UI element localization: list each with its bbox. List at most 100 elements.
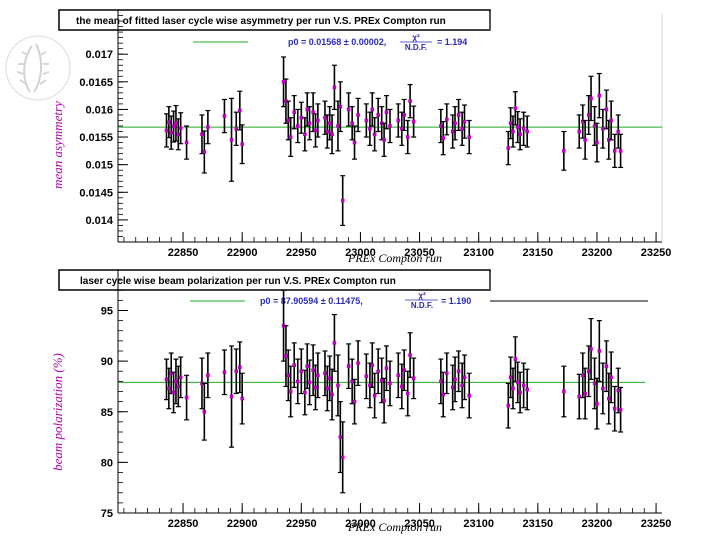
seal-watermark [5,35,71,101]
asymmetry-data-point [316,118,320,123]
polarization-data-point [352,399,357,404]
polarization-data-point [508,375,513,380]
polarization-data-point [311,368,315,373]
polarization-data-point [444,371,449,376]
polarization-data-point [586,369,591,374]
polarization-data-point [453,377,457,382]
polarization-y-tick-label: 75 [101,508,113,520]
polarization-data-point [396,373,401,378]
asymmetry-data-point [340,198,345,203]
asymmetry-x-tick-label: 23050 [404,247,435,259]
polarization-data-point [441,392,446,397]
asymmetry-data-point [338,104,343,109]
asymmetry-x-ticks: 22850 22900 22950 23000 23050 23100 23150 23200… [123,232,671,259]
asymmetry-data-point [405,135,410,139]
polarization-data-point [597,349,602,353]
polarization-data-point [169,371,174,376]
polarization-data-point [388,381,392,386]
asymmetry-y-tick-label: 0.017 [85,49,113,61]
asymmetry-data-point [612,149,617,153]
asymmetry-data-point [238,108,242,113]
polarization-data-point [580,373,585,378]
polarization-data-point [379,378,384,383]
asymmetry-data-point [402,113,406,117]
polarization-data-point [577,394,582,399]
polarization-y-ticks: 75 80 85 90 95 [101,269,128,520]
asymmetry-title: the mean of fitted laser cycle wise asym… [76,16,446,27]
polarization-x-tick-label: 23100 [463,518,494,530]
polarization-chi2-value: = 1.190 [441,296,471,306]
polarization-x-tick-label: 23000 [345,518,376,530]
asymmetry-data-point [327,121,332,126]
asymmetry-data-point [346,107,351,112]
polarization-data-point [295,379,300,384]
asymmetry-data-point [592,124,597,128]
polarization-data-point [450,385,455,390]
asymmetry-data-point [288,135,293,139]
polarization-data-point [589,347,593,351]
polarization-data-point [350,379,354,384]
asymmetry-data-point [616,129,621,134]
polarization-data-point [292,363,297,367]
polarization-y-tick-label: 80 [101,457,113,469]
asymmetry-data-point [292,110,297,114]
polarization-x-label: PREx Compton run [347,520,442,534]
asymmetry-data-point [396,118,401,123]
asymmetry-data-point [174,121,178,126]
asymmetry-data-point [408,99,412,103]
polarization-data-point [408,353,412,357]
asymmetry-panel: the mean of fitted laser cycle wise asym… [50,9,671,265]
asymmetry-x-tick-label: 23000 [345,247,376,259]
polarization-data-point [167,386,171,391]
asymmetry-data-point [583,138,587,142]
polarization-x-tick-label: 22950 [286,518,317,530]
asymmetry-data-point [460,126,464,131]
asymmetry-data-point [303,132,307,137]
polarization-data-point [330,392,334,397]
asymmetry-data-point [336,124,340,128]
asymmetry-data-point [332,85,337,90]
polarization-y-tick-label: 95 [101,306,113,318]
asymmetry-data-point [313,128,318,133]
asymmetry-y-ticks: 0.014 0.0145 0.015 0.0155 0.016 0.0165 0.017 [79,9,128,243]
asymmetry-data-point [577,129,582,134]
polarization-data-point [288,389,293,394]
polarization-data-point [370,363,375,367]
polarization-chi2-denominator: N.D.F. [411,301,433,310]
polarization-data-point [364,374,369,379]
polarization-data-point [601,386,605,391]
polarization-data-point [376,369,380,374]
polarization-data-point [338,435,343,439]
asymmetry-data-point [364,118,369,123]
polarization-data-point [356,361,360,365]
asymmetry-data-point [350,121,354,126]
asymmetry-data-point [439,124,443,128]
polarization-data-point [316,373,320,378]
polarization-data-point [234,369,239,374]
asymmetry-data-point [597,93,602,98]
polarization-data-point [323,371,327,376]
asymmetry-data-point [167,120,171,124]
asymmetry-data-point [441,136,446,140]
asymmetry-data-point [515,125,520,129]
asymmetry-data-point [508,121,513,126]
polarization-data-point [238,365,242,369]
polarization-data-point [606,396,611,401]
polarization-data-point [340,455,345,460]
polarization-data-point [229,394,234,399]
asymmetry-data-point [202,150,207,154]
polarization-data-point [164,377,169,382]
polarization-x-ticks: 22850 22900 22950 23000 23050 23100 23150 23200… [123,503,671,530]
asymmetry-fit-result: p0 = 0.01568 ± 0.00002, [288,37,386,47]
polarization-data-point [467,393,472,398]
polarization-data-point [616,388,621,393]
asymmetry-data-point [372,132,377,137]
asymmetry-data-point [411,119,416,124]
asymmetry-data-point [206,125,210,129]
polarization-data-point [332,341,337,345]
asymmetry-y-tick-label: 0.016 [85,104,113,116]
polarization-data-point [313,385,318,390]
asymmetry-data-point [506,146,511,150]
asymmetry-data-point [356,113,360,117]
